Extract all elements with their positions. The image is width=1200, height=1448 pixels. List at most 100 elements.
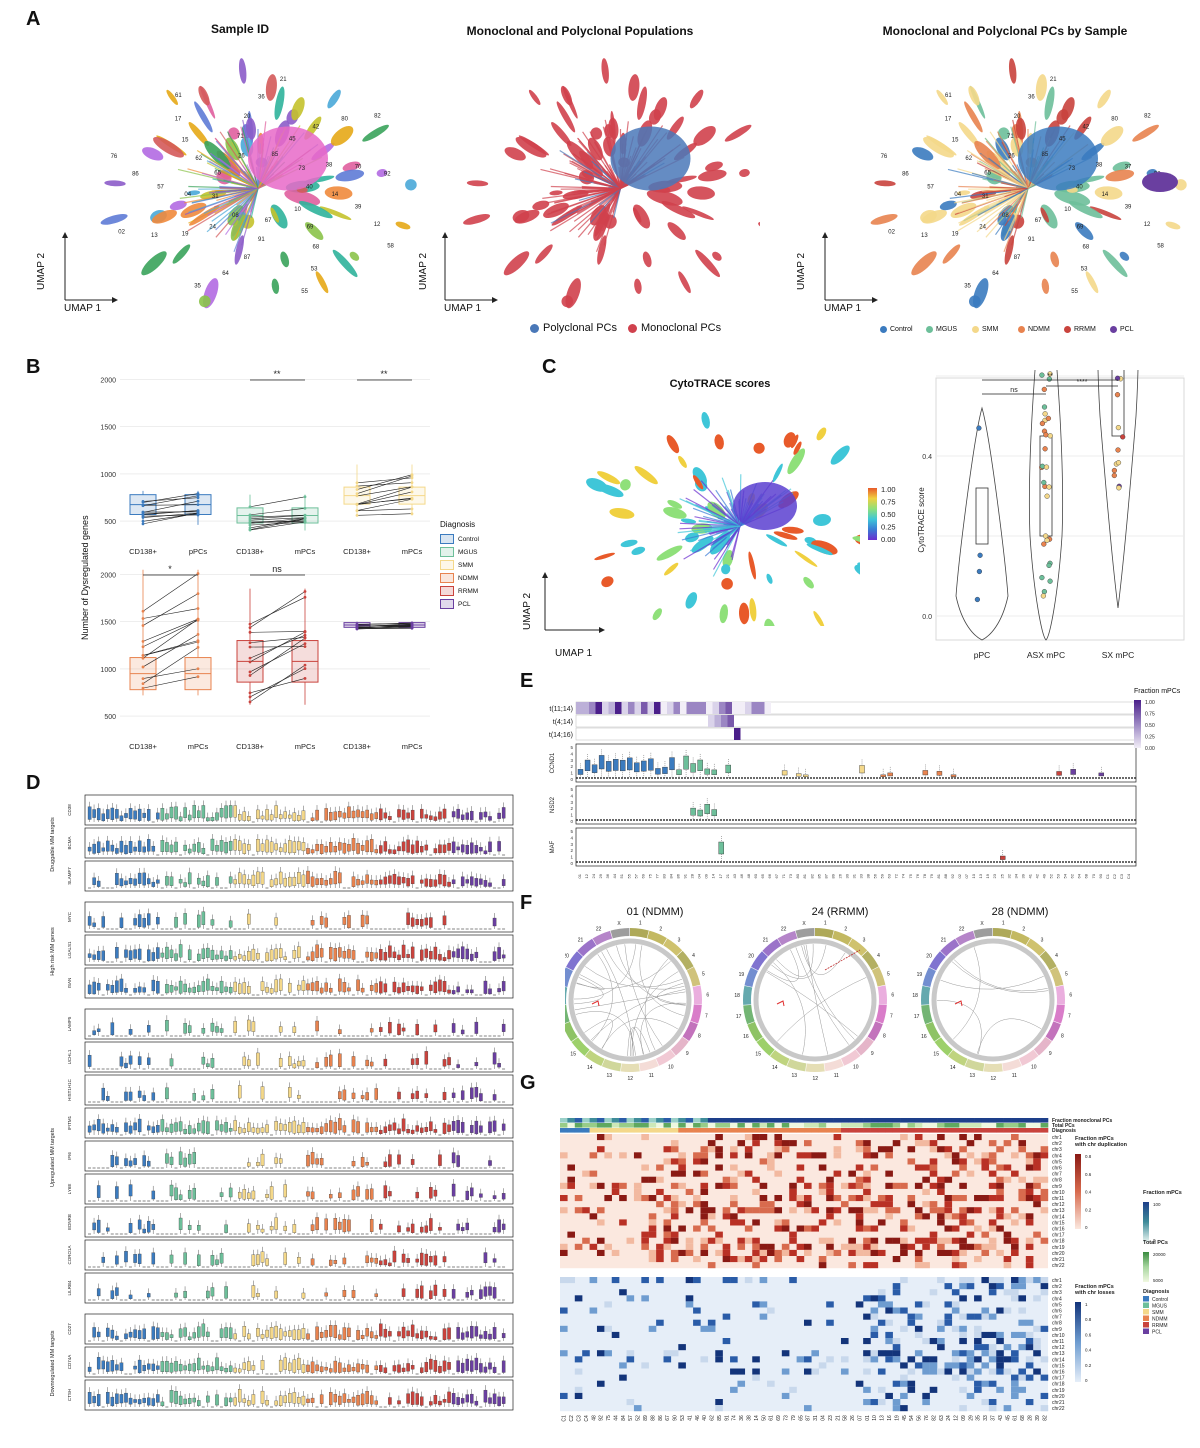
d-box bbox=[451, 841, 456, 854]
d-box bbox=[310, 876, 315, 887]
g-track-cell bbox=[567, 1118, 576, 1123]
d-box bbox=[460, 1398, 465, 1404]
umap1-label: 62 bbox=[195, 156, 202, 162]
e-heat-cell bbox=[615, 702, 622, 714]
d-box bbox=[470, 1087, 474, 1099]
d-group-label: Druggable MM targets bbox=[50, 817, 56, 872]
d-box bbox=[215, 1026, 219, 1033]
d-box bbox=[92, 981, 96, 995]
d-box bbox=[379, 1129, 383, 1134]
d-box bbox=[110, 1396, 115, 1407]
d-gene-row-frame bbox=[84, 1074, 514, 1106]
d-box bbox=[374, 952, 378, 959]
g-track-cell bbox=[685, 1128, 694, 1133]
d-box bbox=[470, 1360, 474, 1372]
g-track-cell bbox=[1025, 1123, 1034, 1128]
umap-cluster bbox=[1054, 189, 1091, 206]
d-box bbox=[101, 950, 106, 961]
f-chrom-segment bbox=[877, 985, 887, 1005]
d-box bbox=[197, 1254, 201, 1266]
c-violin-ytick: 0.0 bbox=[922, 614, 932, 621]
g-dup-cell bbox=[818, 1164, 827, 1171]
d-box bbox=[133, 918, 137, 926]
f-chrom-label: 1 bbox=[639, 921, 642, 927]
g-dup-cell bbox=[781, 1146, 790, 1153]
g-track-cell bbox=[951, 1118, 960, 1123]
umap-cluster bbox=[682, 206, 714, 220]
d-box bbox=[165, 1360, 169, 1373]
d-box bbox=[133, 988, 137, 993]
d-box bbox=[224, 842, 228, 854]
d-box bbox=[356, 979, 360, 991]
c-violin-point bbox=[1041, 589, 1047, 595]
d-gene-row-frame bbox=[84, 1173, 514, 1205]
f-link bbox=[627, 1027, 645, 1056]
d-box bbox=[379, 1223, 383, 1230]
d-box bbox=[160, 1119, 165, 1132]
d-box bbox=[492, 1393, 497, 1405]
b-point bbox=[141, 609, 145, 613]
umap-cluster bbox=[532, 200, 550, 211]
d-box bbox=[433, 1360, 438, 1372]
c-violin-point bbox=[1039, 372, 1045, 378]
b-point bbox=[248, 656, 252, 660]
e-heat-cell bbox=[708, 715, 715, 727]
d-box bbox=[192, 1152, 196, 1165]
g-track-cell bbox=[885, 1123, 894, 1128]
d-box bbox=[301, 1328, 306, 1339]
b-pair-line bbox=[356, 482, 413, 487]
d-box bbox=[147, 1220, 151, 1233]
e-gene-frame bbox=[575, 743, 1137, 783]
e-legend: 1.000.750.500.250.00 bbox=[1134, 700, 1155, 752]
d-box bbox=[247, 816, 251, 821]
f-link bbox=[951, 961, 1049, 993]
d-box bbox=[328, 812, 333, 821]
b-ytick-label: 500 bbox=[104, 519, 116, 526]
umap3-label: 57 bbox=[927, 185, 934, 191]
e-sample-label: 12 bbox=[584, 873, 589, 878]
c-fan-stroke bbox=[727, 518, 741, 527]
g-dup-cell bbox=[1033, 1164, 1041, 1171]
f-chrom-label: 20 bbox=[926, 953, 932, 959]
d-box bbox=[319, 878, 324, 886]
umap-cluster bbox=[678, 271, 691, 294]
c-cluster bbox=[794, 550, 818, 567]
d-box bbox=[142, 987, 146, 993]
b-xtick-label: CD138+ bbox=[236, 547, 264, 556]
umap-cluster bbox=[636, 86, 648, 120]
e-heat-cell bbox=[654, 702, 661, 714]
d-box bbox=[156, 1394, 160, 1403]
f-chrom-label: 19 bbox=[917, 972, 923, 978]
g-dup-cell bbox=[700, 1158, 709, 1165]
d-box bbox=[338, 1192, 342, 1198]
d-box bbox=[406, 954, 410, 958]
d-box bbox=[429, 984, 433, 991]
f-link bbox=[766, 971, 858, 1037]
d-box bbox=[470, 1125, 474, 1133]
d-box bbox=[424, 1253, 429, 1266]
g-track-cell bbox=[648, 1123, 657, 1128]
b-point bbox=[141, 513, 145, 517]
f-chrom-label: 14 bbox=[950, 1065, 956, 1071]
g-track-cell bbox=[781, 1128, 790, 1133]
g-track-cell bbox=[804, 1123, 812, 1128]
g-track-cell bbox=[840, 1128, 849, 1133]
b-pair-line bbox=[249, 518, 306, 529]
d-gene-label: CD74A bbox=[67, 1355, 72, 1370]
g-dup-cell bbox=[870, 1152, 879, 1159]
d-box bbox=[438, 874, 442, 885]
d-box bbox=[178, 1395, 183, 1405]
d-box bbox=[306, 1127, 310, 1133]
b-point bbox=[410, 512, 414, 516]
umap1-label: 19 bbox=[182, 231, 189, 237]
f-chrom-segment bbox=[840, 1049, 861, 1066]
e-box bbox=[584, 759, 591, 772]
g-loss-cell bbox=[988, 1289, 997, 1296]
d-box bbox=[242, 1189, 247, 1200]
d-box bbox=[201, 981, 206, 992]
g-dup-cell bbox=[1018, 1146, 1027, 1153]
umap-cluster bbox=[1004, 235, 1014, 265]
d-box bbox=[119, 815, 124, 822]
g-track-cell bbox=[1025, 1118, 1034, 1123]
